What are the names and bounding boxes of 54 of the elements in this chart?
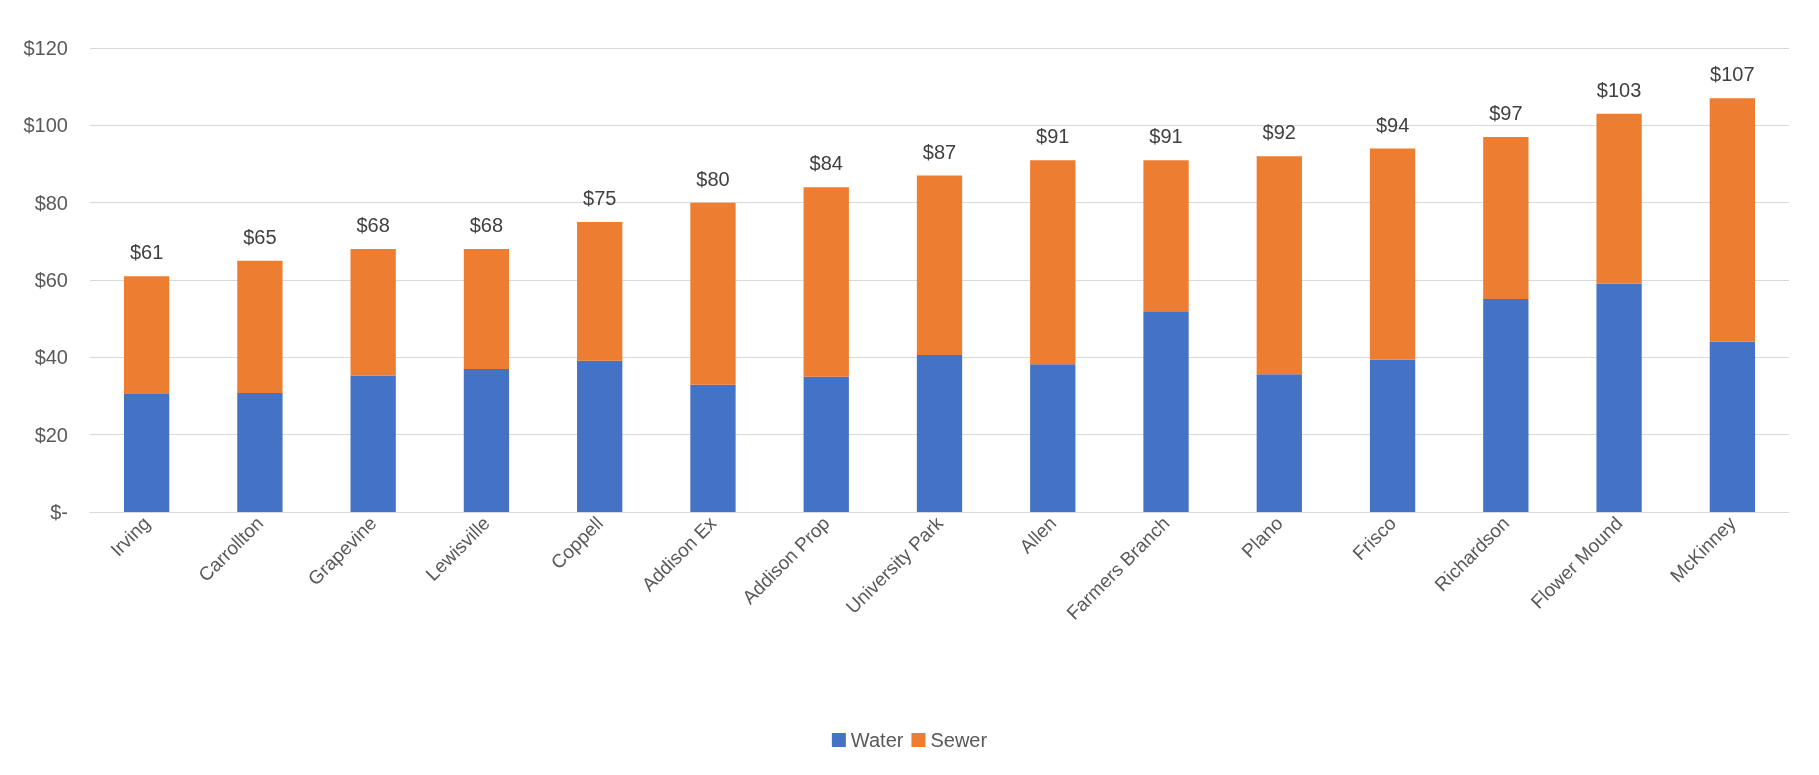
y-tick-label: $100 [23,114,68,137]
total-label: $80 [696,167,730,190]
legend-label: Sewer [930,729,988,751]
bar [123,394,170,512]
bar [916,355,963,512]
y-tick-label: $- [50,501,68,523]
bar [690,202,736,385]
y-tick-label: $20 [34,423,68,446]
bar [1483,298,1529,512]
bar [1709,341,1756,512]
total-label: $84 [809,152,843,175]
bar [577,360,623,512]
bar [1030,364,1076,512]
y-tick-label: $80 [34,191,68,214]
bar [803,187,849,377]
total-label: $94 [1375,113,1410,136]
bar [690,384,736,512]
bar [803,376,849,512]
bar [1596,113,1642,284]
bar [1709,98,1756,342]
y-tick-label: $120 [23,37,68,59]
bar [916,175,963,356]
bar [1483,136,1529,299]
bar [577,222,623,361]
total-label: $65 [243,225,277,248]
total-label: $97 [1489,101,1523,124]
bar [237,260,283,393]
total-label: $91 [1149,125,1183,148]
bar [463,249,510,369]
y-tick-label: $60 [34,269,68,291]
bar [1369,359,1416,512]
bar [1596,283,1642,512]
bar [123,276,170,395]
bar [463,368,510,512]
bar [350,375,396,512]
total-label: $91 [1036,125,1070,148]
bar [1143,311,1189,512]
total-label: $68 [356,214,390,237]
bar [1256,374,1302,512]
bar [237,392,283,512]
total-label: $87 [922,140,957,163]
bar [1030,160,1076,365]
total-label: $68 [469,214,504,237]
total-label: $103 [1596,78,1642,101]
total-label: $92 [1262,121,1296,144]
total-label: $107 [1710,63,1755,86]
y-tick-label: $40 [34,346,68,369]
bar [1369,148,1416,360]
bar [350,249,396,376]
bar [1143,160,1189,312]
total-label: $75 [583,187,617,209]
total-label: $61 [129,241,164,264]
bar [1256,156,1302,375]
legend-label: Water [850,729,904,751]
